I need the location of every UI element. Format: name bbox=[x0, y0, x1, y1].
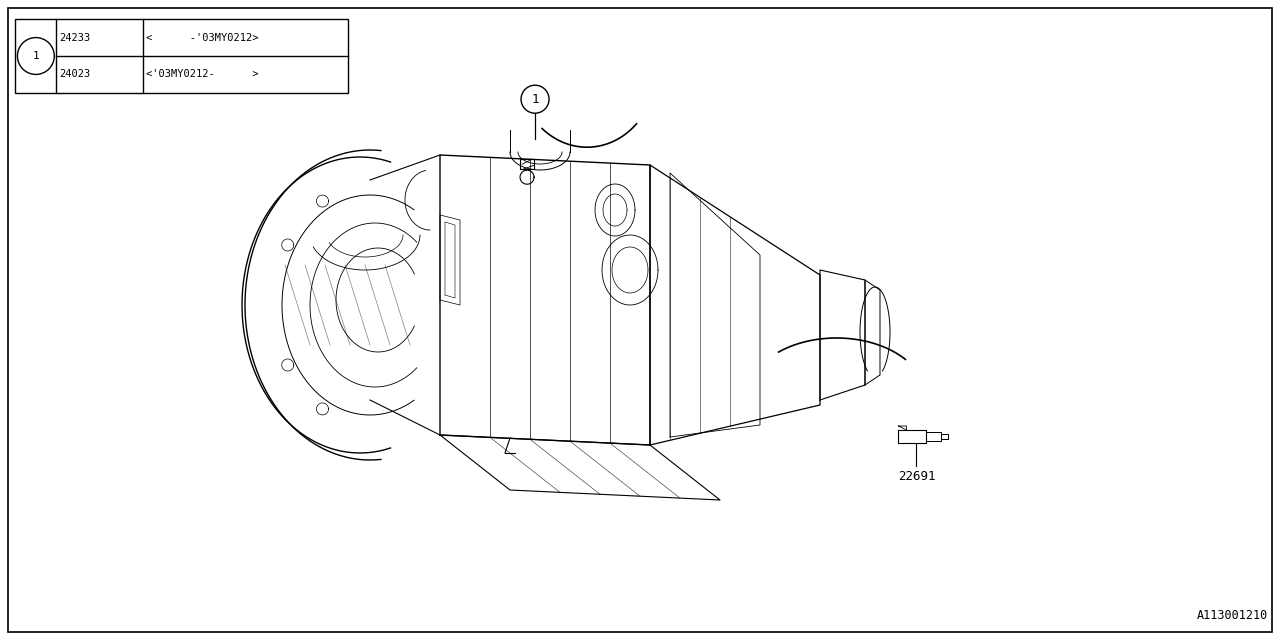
Text: 22691: 22691 bbox=[897, 470, 936, 483]
Text: 24023: 24023 bbox=[59, 69, 91, 79]
Bar bbox=[15, 19, 348, 93]
Text: A113001210: A113001210 bbox=[1197, 609, 1268, 622]
Circle shape bbox=[521, 85, 549, 113]
Text: <'03MY0212-      >: <'03MY0212- > bbox=[146, 69, 259, 79]
Text: 1: 1 bbox=[531, 93, 539, 106]
Text: 1: 1 bbox=[32, 51, 40, 61]
Circle shape bbox=[18, 38, 54, 74]
Text: 24233: 24233 bbox=[59, 33, 91, 43]
Text: <      -'03MY0212>: < -'03MY0212> bbox=[146, 33, 259, 43]
